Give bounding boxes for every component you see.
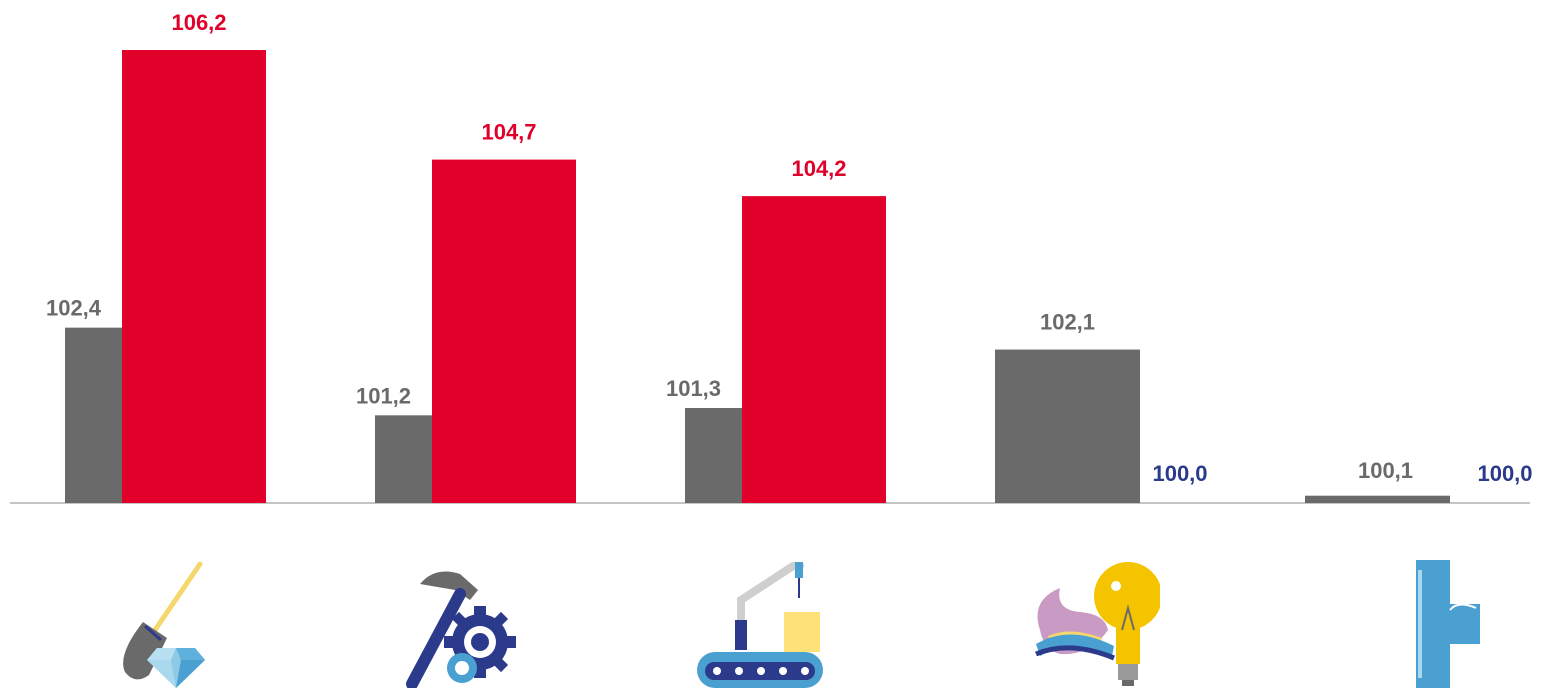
bar-manufacturing-series-0 bbox=[375, 415, 432, 503]
data-label-water-supply-series-0: 100,1 bbox=[1358, 458, 1413, 483]
conveyor-robot-icon bbox=[695, 560, 825, 688]
shovel-diamond-icon bbox=[105, 560, 235, 688]
data-label-energy-supply-series-0: 102,1 bbox=[1040, 310, 1095, 335]
bar-energy-supply-series-0 bbox=[995, 349, 1140, 503]
bar-mining-series-1 bbox=[122, 50, 266, 503]
data-label-manufacturing-series-1: 104,7 bbox=[481, 120, 536, 145]
bar-manufacturing-series-1 bbox=[432, 159, 576, 503]
water-pipe-icon bbox=[1380, 560, 1510, 688]
bar-processing-industries-series-1 bbox=[742, 196, 886, 503]
bar-processing-industries-series-0 bbox=[685, 408, 742, 503]
bar-mining-series-0 bbox=[65, 327, 122, 503]
gas-flame-bulb-icon bbox=[1030, 560, 1160, 688]
data-label-mining-series-0: 102,4 bbox=[46, 296, 102, 321]
data-label-processing-industries-series-0: 101,3 bbox=[666, 376, 721, 401]
data-label-mining-series-1: 106,2 bbox=[171, 10, 226, 35]
data-label-energy-supply-series-1: 100,0 bbox=[1152, 461, 1207, 486]
bar-chart: 102,4 106,2 101,2 104,7 101,3 104,2 102,1 100,0… bbox=[10, 10, 1533, 504]
hammer-gear-icon bbox=[400, 560, 530, 688]
data-label-manufacturing-series-0: 101,2 bbox=[356, 383, 411, 408]
bar-water-supply-series-0 bbox=[1305, 495, 1450, 503]
data-label-water-supply-series-1: 100,0 bbox=[1477, 461, 1532, 486]
data-label-processing-industries-series-1: 104,2 bbox=[791, 156, 846, 181]
